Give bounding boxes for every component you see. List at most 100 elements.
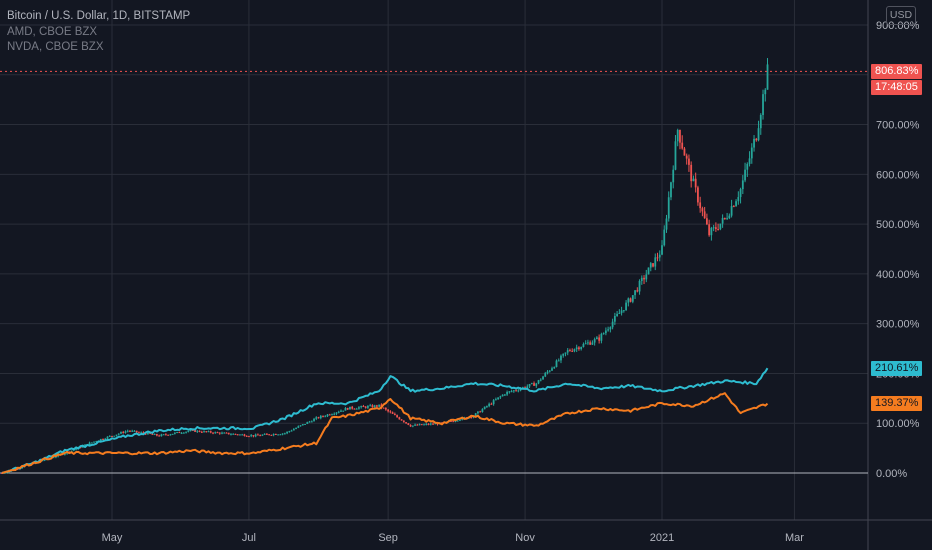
candle-body: [272, 434, 275, 436]
candle-body: [232, 433, 235, 435]
candle-body: [737, 197, 740, 202]
candle-body: [95, 441, 98, 443]
candle-body: [218, 432, 221, 434]
candle-body: [328, 414, 331, 416]
candle-body: [555, 360, 558, 367]
candle-body: [580, 346, 583, 350]
candle-body: [515, 390, 517, 392]
candle-body: [214, 432, 217, 434]
candle-body: [566, 350, 569, 353]
legend-main-symbol[interactable]: Bitcoin / U.S. Dollar, 1D, BITSTAMP: [7, 10, 191, 22]
candle-body: [701, 208, 704, 212]
candle-body: [645, 274, 648, 280]
candle-body: [717, 228, 720, 230]
candle-body: [661, 245, 663, 255]
candle-body: [209, 431, 212, 433]
candle-body: [584, 343, 587, 345]
candle-body: [391, 412, 394, 414]
candle-body: [697, 187, 699, 203]
x-tick-label: Jul: [242, 532, 256, 544]
legend-compare-nvda[interactable]: NVDA, CBOE BZX: [7, 41, 104, 53]
candle-body: [414, 424, 416, 426]
y-tick-label: 100.00%: [876, 418, 920, 430]
candle-body: [138, 432, 140, 434]
x-tick-label: Mar: [785, 532, 804, 544]
candle-body: [625, 302, 627, 311]
candle-body: [310, 421, 313, 423]
candle-body: [620, 310, 623, 313]
candle-body: [216, 432, 219, 434]
candle-body: [331, 414, 333, 416]
candle-body: [93, 441, 95, 443]
candle-body: [259, 435, 262, 437]
candle-body: [200, 431, 203, 433]
y-tick-label: 300.00%: [876, 319, 920, 331]
x-tick-label: 2021: [650, 532, 674, 544]
candle-body: [283, 433, 286, 435]
candle-body: [378, 404, 381, 407]
candle-body: [396, 415, 399, 418]
legend-compare-amd[interactable]: AMD, CBOE BZX: [7, 25, 98, 38]
amd-last-value-tag: 210.61%: [871, 360, 923, 376]
x-tick-label: Sep: [378, 532, 398, 544]
candle-body: [452, 421, 455, 423]
candle-body: [129, 430, 131, 432]
candle-body: [124, 431, 127, 433]
nvda-line: [1, 392, 769, 474]
currency-button[interactable]: USD: [886, 6, 916, 25]
candle-body: [411, 425, 414, 427]
candle-body: [171, 433, 174, 435]
candle-body: [158, 435, 161, 437]
candle-body: [176, 432, 179, 434]
candle-body: [604, 330, 607, 334]
y-tick-label: 0.00%: [876, 468, 907, 480]
candle-body: [358, 407, 360, 409]
candle-body: [84, 444, 86, 446]
candle-body: [683, 148, 686, 156]
candle-body: [274, 434, 277, 436]
candle-body: [335, 412, 338, 414]
candle-body: [564, 352, 567, 354]
candle-body: [182, 432, 185, 434]
candle-body: [257, 434, 259, 436]
candle-body: [265, 433, 268, 435]
y-tick-label: 500.00%: [876, 219, 920, 231]
candle-body: [295, 427, 297, 429]
candle-body: [602, 333, 605, 335]
candle-body: [362, 406, 365, 408]
candle-body: [207, 431, 210, 433]
candle-body: [670, 182, 672, 198]
candle-body: [750, 147, 753, 159]
candle-body: [337, 411, 340, 413]
candle-body: [526, 386, 529, 389]
candle-body: [663, 229, 666, 246]
candle-body: [589, 342, 592, 345]
candle-body: [277, 434, 280, 436]
candle-body: [43, 459, 46, 461]
candle-body: [313, 418, 315, 422]
candle-body: [5, 472, 8, 474]
candle-body: [1, 473, 3, 474]
candle-body: [333, 413, 336, 415]
candle-body: [416, 424, 419, 426]
chart-legend: Bitcoin / U.S. Dollar, 1D, BITSTAMP AMD,…: [7, 9, 190, 56]
candle-body: [75, 448, 77, 450]
time-axis[interactable]: May Jul Sep Nov 2021 Mar: [102, 532, 805, 544]
candle-body: [393, 413, 396, 416]
candle-body: [485, 406, 488, 408]
candle-body: [355, 408, 358, 410]
candle-body: [690, 164, 693, 182]
candle-body: [481, 409, 484, 413]
candle-body: [384, 407, 387, 410]
candle-body: [155, 434, 158, 436]
candle-body: [88, 442, 91, 446]
x-tick-label: Nov: [515, 532, 535, 544]
candle-body: [627, 298, 630, 303]
candle-body: [117, 433, 120, 435]
candle-body: [409, 424, 412, 427]
candle-body: [528, 384, 531, 387]
candle-body: [685, 155, 688, 159]
candle-body: [144, 433, 147, 435]
candle-body: [120, 432, 122, 434]
